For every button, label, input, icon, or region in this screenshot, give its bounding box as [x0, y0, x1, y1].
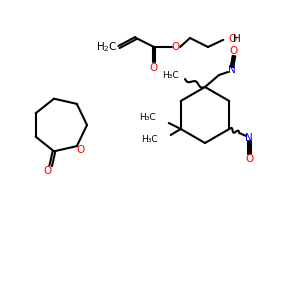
Text: O: O: [44, 166, 52, 176]
Text: O: O: [245, 154, 254, 164]
Text: O: O: [228, 34, 237, 44]
Text: O: O: [77, 145, 85, 155]
Text: H₃C: H₃C: [162, 71, 179, 80]
Text: O: O: [172, 42, 180, 52]
Text: O: O: [230, 46, 238, 56]
Text: O: O: [150, 63, 158, 73]
Text: H$_2$C: H$_2$C: [96, 40, 118, 54]
Text: H: H: [233, 34, 241, 44]
Text: N: N: [228, 65, 236, 75]
Text: H₃C: H₃C: [139, 113, 156, 122]
Text: N: N: [245, 133, 253, 143]
Text: H₃C: H₃C: [141, 136, 158, 145]
